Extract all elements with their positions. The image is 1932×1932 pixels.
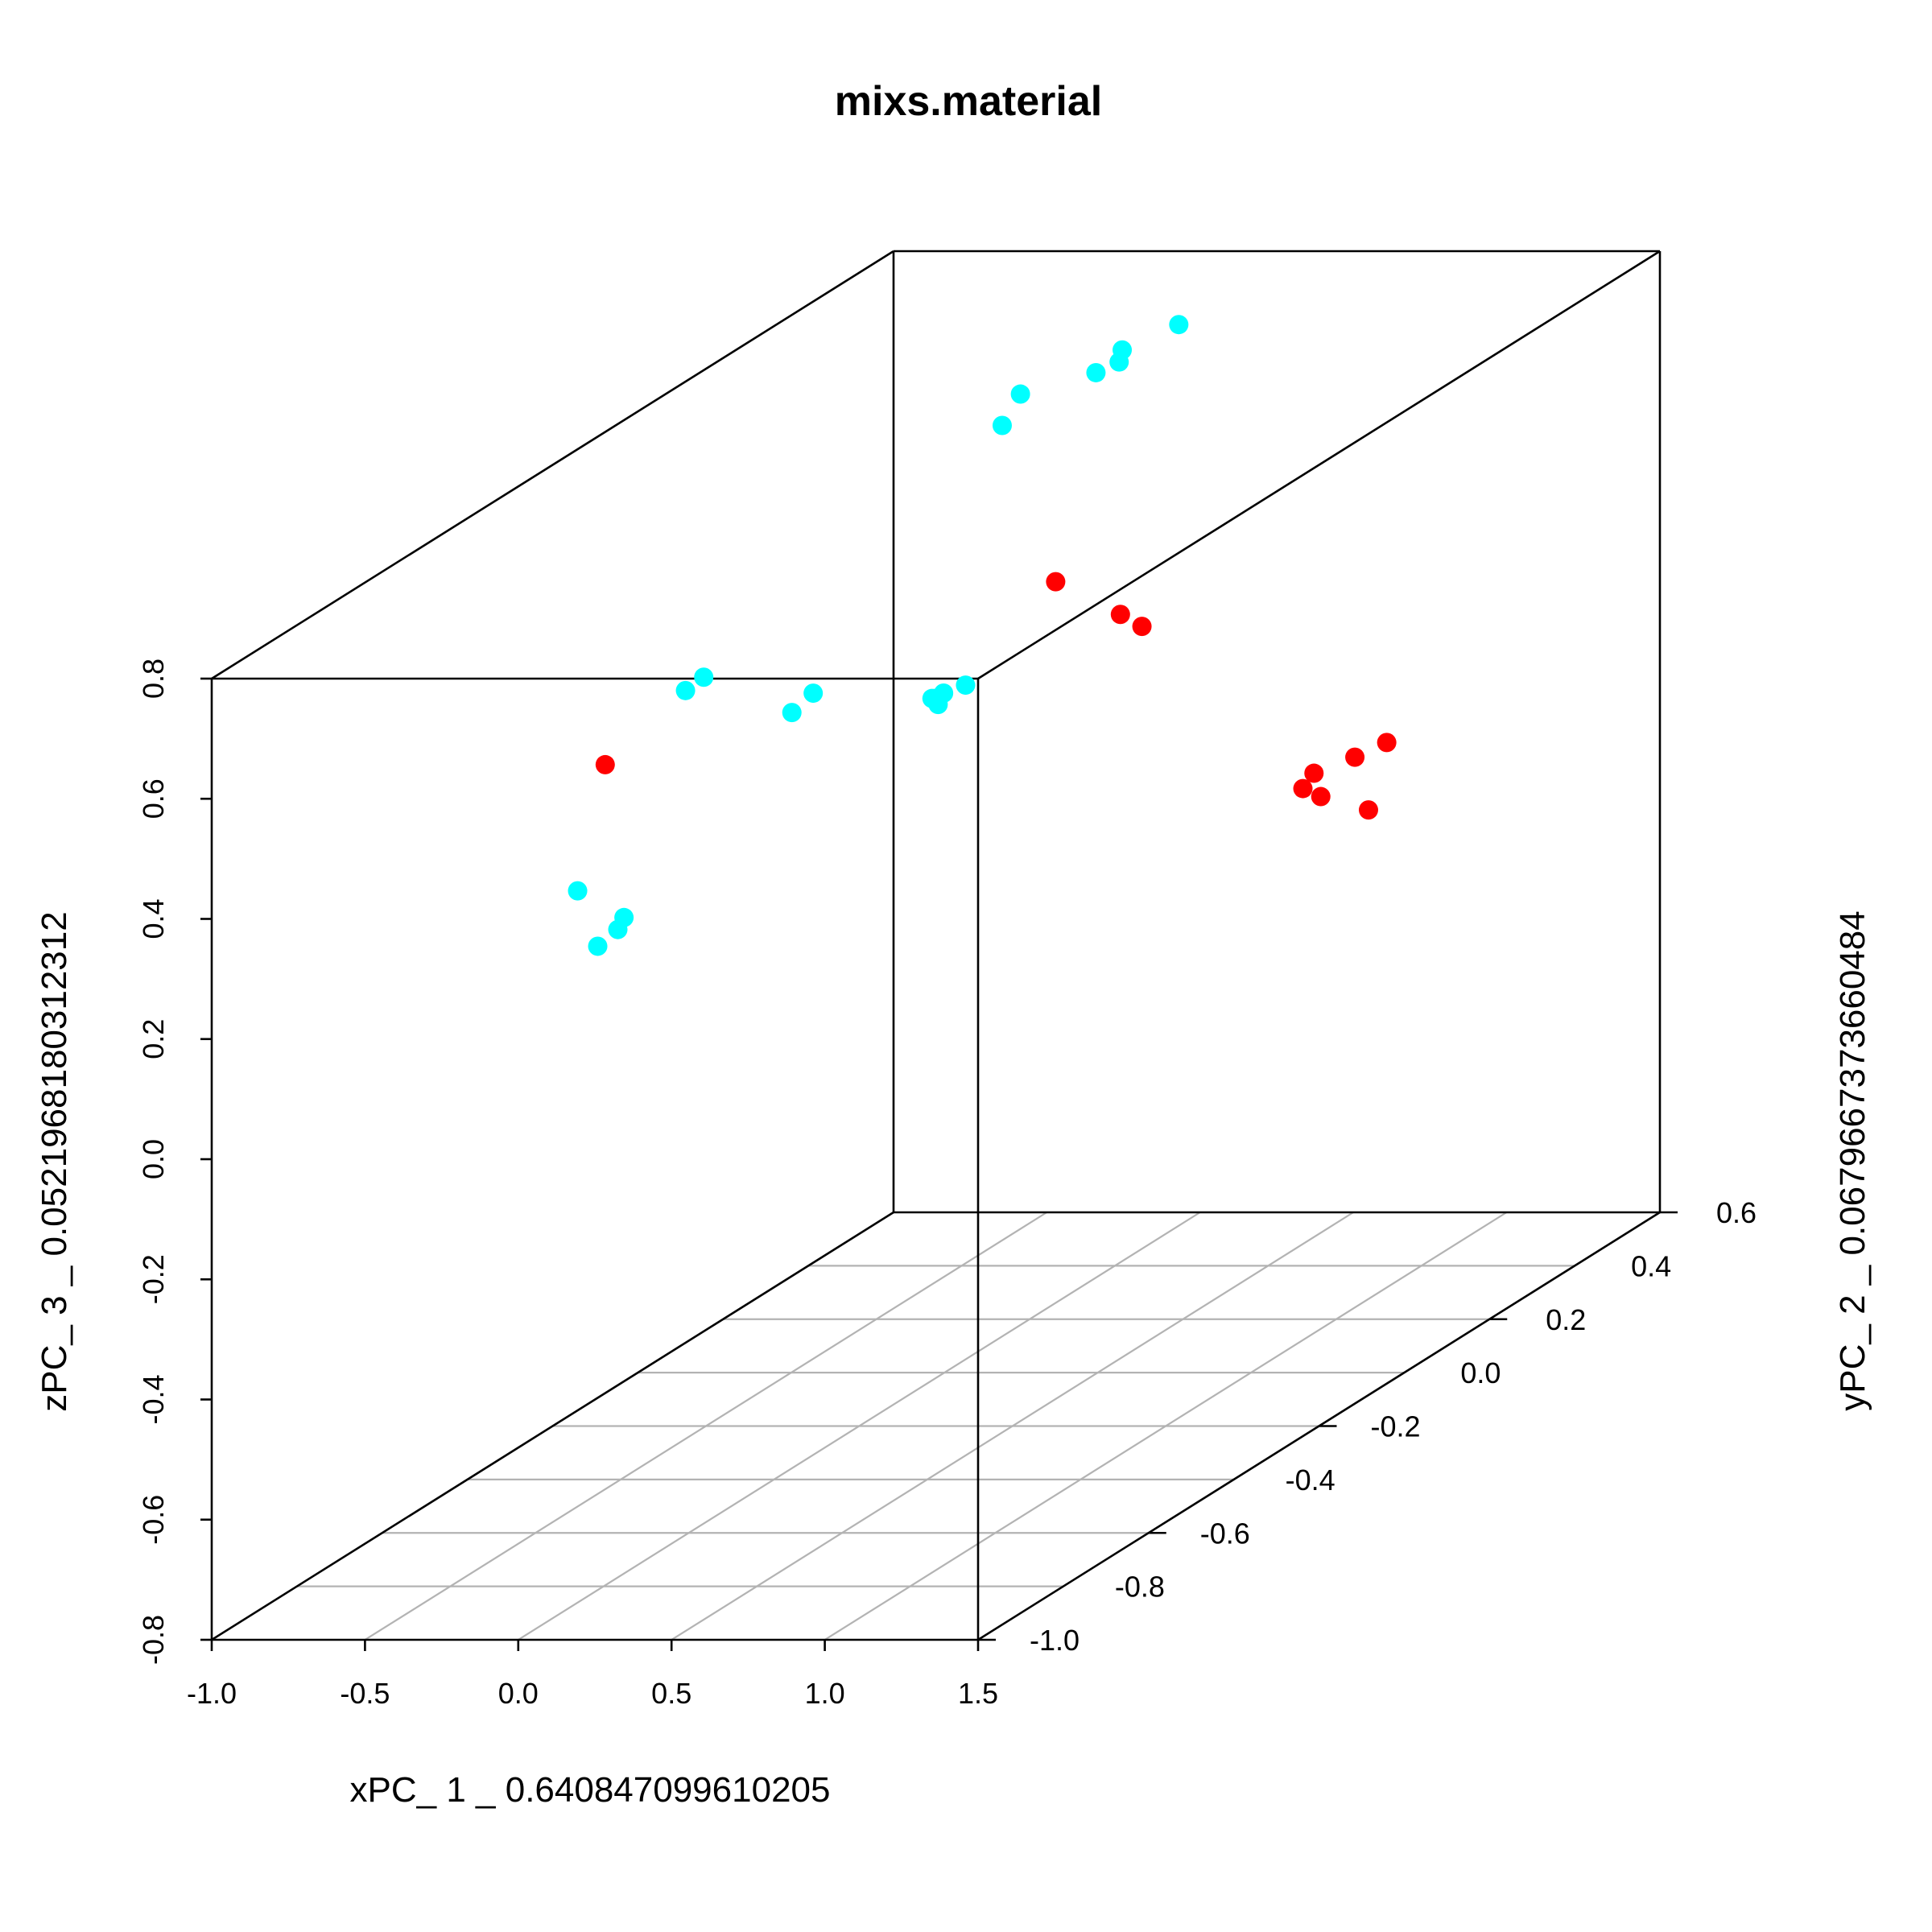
data-point (1304, 763, 1324, 783)
y-tick-label: 0.6 (1716, 1196, 1757, 1229)
data-point (1109, 352, 1129, 372)
data-point (1110, 605, 1130, 625)
data-point (1169, 315, 1189, 335)
x-tick-label: 0.0 (498, 1677, 539, 1710)
data-point (1046, 572, 1066, 592)
y-axis: -1.0 -0.8 -0.6 -0.4 -0.2 0.0 0.2 0.4 0.6 (978, 1196, 1757, 1657)
z-axis: -0.8 -0.6 -0.4 -0.2 0.0 0.2 0.4 0.6 0.8 (137, 658, 212, 1665)
x-tick-label: -1.0 (187, 1677, 237, 1710)
z-tick-label: -0.8 (137, 1615, 170, 1665)
y-tick-label: -1.0 (1030, 1624, 1080, 1657)
data-point (694, 667, 714, 687)
y-tick-label: 0.4 (1631, 1249, 1671, 1282)
data-point (595, 754, 615, 774)
z-tick-label: 0.0 (137, 1139, 170, 1179)
data-point (992, 415, 1012, 436)
x-axis-label: xPC_ 1 _ 0.640847099610205 (350, 1770, 831, 1810)
x-axis: -1.0 -0.5 0.0 0.5 1.0 1.5 (187, 1640, 998, 1710)
data-point (1293, 778, 1313, 799)
x-tick-label: 1.5 (958, 1677, 998, 1710)
data-point (588, 936, 608, 956)
x-tick-label: 1.0 (805, 1677, 845, 1710)
plot-box (210, 250, 1662, 1641)
x-tick-label: 0.5 (651, 1677, 691, 1710)
z-tick-label: 0.2 (137, 1019, 170, 1059)
z-tick-label: 0.4 (137, 898, 170, 939)
data-point (1132, 617, 1152, 637)
data-point (1086, 362, 1106, 382)
y-tick-label: -0.2 (1370, 1410, 1420, 1443)
y-tick-label: -0.4 (1286, 1463, 1335, 1496)
z-tick-label: -0.2 (137, 1254, 170, 1304)
data-point (608, 919, 628, 939)
data-point (956, 675, 976, 696)
data-point (1010, 384, 1030, 404)
data-point (922, 688, 942, 708)
y-axis-label: yPC_ 2 _ 0.0679667373660484 (1833, 910, 1872, 1410)
data-point (1345, 747, 1365, 767)
data-point (1311, 786, 1331, 807)
box-edge (977, 250, 1661, 680)
z-tick-label: -0.6 (137, 1495, 170, 1545)
data-point (803, 683, 824, 704)
floor-grid (296, 1212, 1575, 1641)
data-points (568, 315, 1397, 956)
x-tick-label: -0.5 (340, 1677, 390, 1710)
box-edge (211, 250, 894, 680)
chart-title: mixs.material (835, 78, 1102, 125)
data-point (1358, 800, 1378, 820)
data-point (568, 881, 588, 901)
box-edge (211, 1211, 894, 1641)
data-point (675, 680, 696, 700)
y-tick-label: -0.8 (1115, 1571, 1165, 1604)
y-tick-label: 0.2 (1546, 1303, 1586, 1336)
z-tick-label: 0.8 (137, 658, 170, 699)
data-point (1377, 733, 1397, 753)
y-tick-label: -0.6 (1200, 1517, 1250, 1550)
y-tick-label: 0.0 (1460, 1356, 1501, 1389)
z-tick-label: 0.6 (137, 778, 170, 819)
z-axis-label: zPC_ 3 _ 0.0521968180312312 (35, 911, 74, 1411)
z-tick-label: -0.4 (137, 1374, 170, 1424)
data-point (782, 703, 802, 723)
